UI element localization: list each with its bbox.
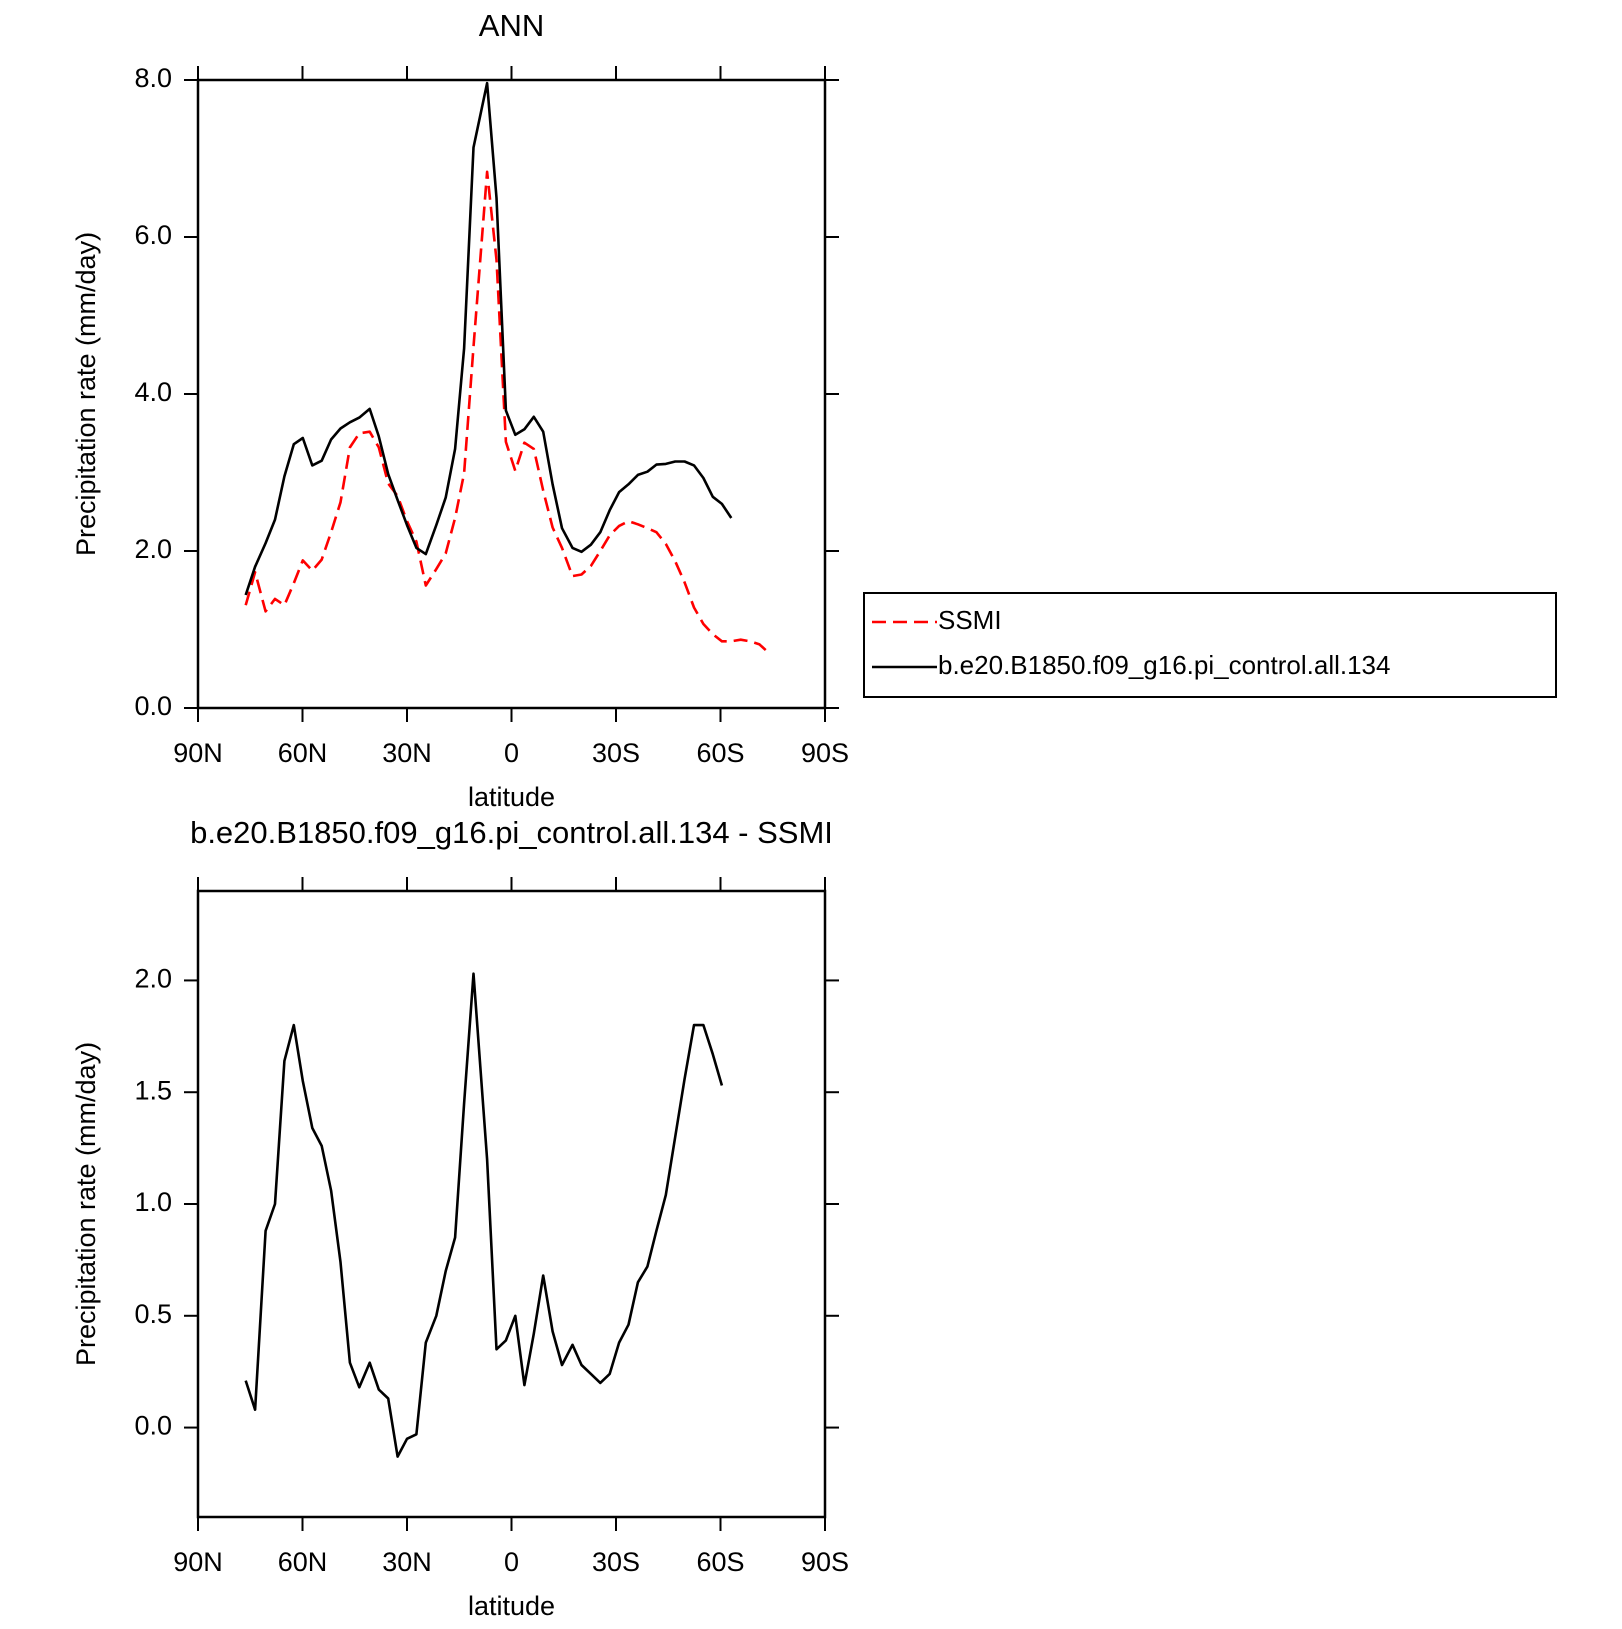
y-axis-label: Precipitation rate (mm/day) bbox=[71, 232, 101, 556]
x-tick-label: 60N bbox=[278, 738, 328, 768]
y-tick-label: 4.0 bbox=[134, 377, 172, 407]
y-tick-label: 0.5 bbox=[134, 1299, 172, 1329]
x-tick-label: 60S bbox=[696, 738, 744, 768]
x-tick-label: 30S bbox=[592, 738, 640, 768]
chart-title: b.e20.B1850.f09_g16.pi_control.all.134 -… bbox=[190, 815, 833, 850]
y-tick-label: 2.0 bbox=[134, 534, 172, 564]
y-tick-label: 2.0 bbox=[134, 964, 172, 994]
x-tick-label: 30N bbox=[382, 738, 432, 768]
legend-box bbox=[863, 592, 1557, 698]
x-tick-label: 30S bbox=[592, 1547, 640, 1577]
legend-label: b.e20.B1850.f09_g16.pi_control.all.134 bbox=[938, 650, 1390, 680]
plot-frame bbox=[196, 889, 827, 1519]
x-axis-label: latitude bbox=[468, 1591, 555, 1621]
legend-label: SSMI bbox=[938, 605, 1002, 635]
x-tick-label: 60S bbox=[696, 1547, 744, 1577]
x-tick-label: 90S bbox=[801, 738, 849, 768]
y-axis-label: Precipitation rate (mm/day) bbox=[71, 1042, 101, 1366]
y-tick-label: 1.0 bbox=[134, 1187, 172, 1217]
x-tick-label: 90N bbox=[173, 738, 223, 768]
x-tick-label: 90S bbox=[801, 1547, 849, 1577]
x-axis-label: latitude bbox=[468, 782, 555, 812]
chart-title: ANN bbox=[479, 8, 544, 43]
data-line bbox=[244, 81, 733, 596]
y-tick-label: 6.0 bbox=[134, 220, 172, 250]
x-tick-label: 0 bbox=[504, 1547, 519, 1577]
y-tick-label: 1.5 bbox=[134, 1075, 172, 1105]
x-tick-label: 30N bbox=[382, 1547, 432, 1577]
x-tick-label: 0 bbox=[504, 738, 519, 768]
x-tick-label: 60N bbox=[278, 1547, 328, 1577]
plot-frame bbox=[196, 78, 827, 710]
y-tick-label: 0.0 bbox=[134, 691, 172, 721]
x-tick-label: 90N bbox=[173, 1547, 223, 1577]
data-line bbox=[244, 972, 724, 1458]
data-line bbox=[244, 170, 770, 654]
y-tick-label: 8.0 bbox=[134, 63, 172, 93]
y-tick-label: 0.0 bbox=[134, 1411, 172, 1441]
